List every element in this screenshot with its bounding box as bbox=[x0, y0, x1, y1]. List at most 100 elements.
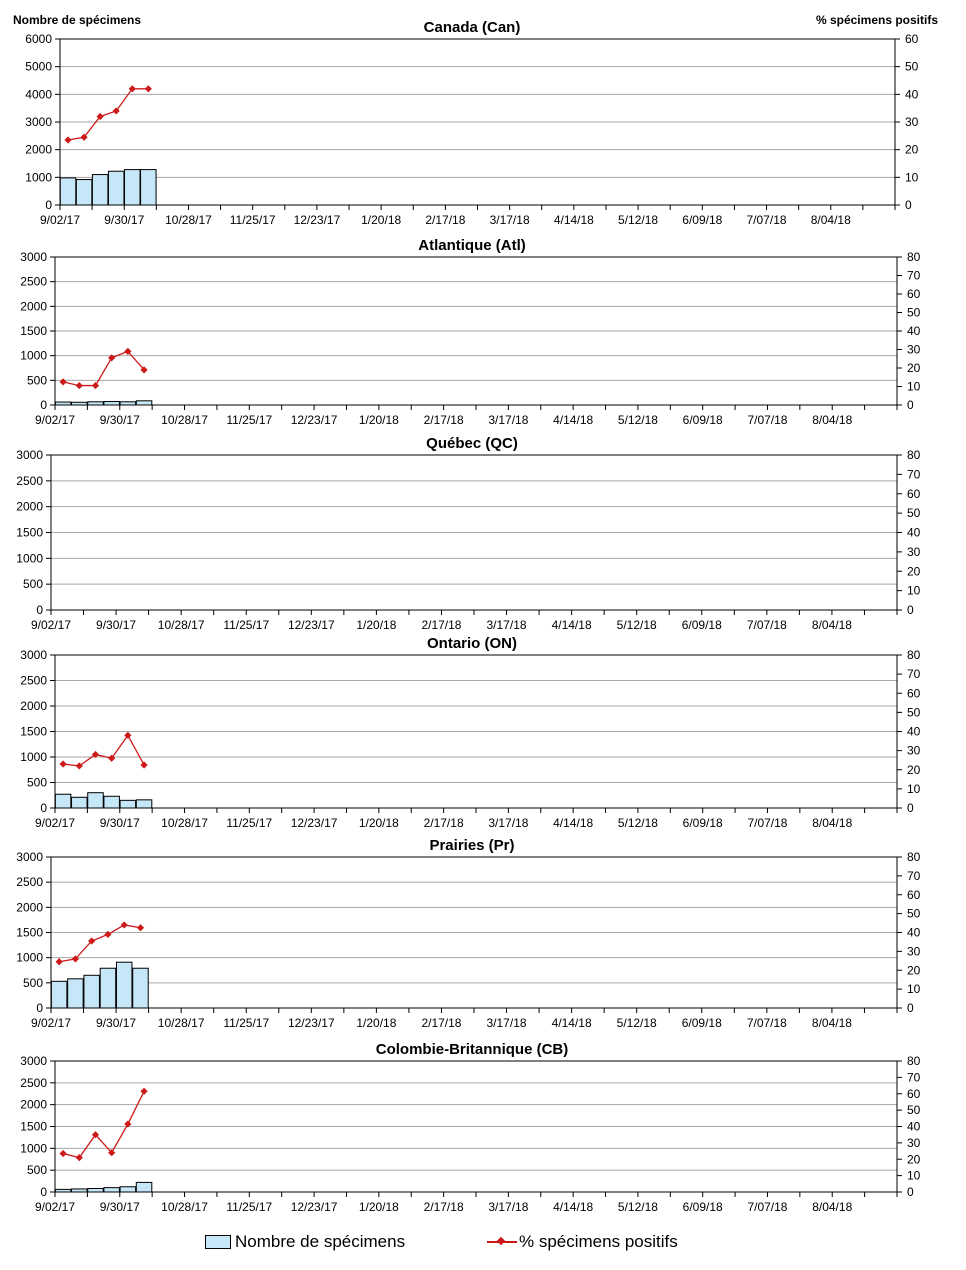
right-tick-label: 60 bbox=[907, 888, 921, 902]
left-tick-label: 1000 bbox=[20, 750, 47, 764]
line-marker bbox=[124, 731, 132, 739]
panel-title: Ontario (ON) bbox=[427, 635, 517, 652]
x-tick-label: 9/02/17 bbox=[40, 213, 80, 227]
series-line bbox=[67, 88, 149, 141]
x-tick-label: 3/17/18 bbox=[490, 213, 530, 227]
x-tick-label: 9/30/17 bbox=[104, 213, 144, 227]
left-tick-label: 500 bbox=[27, 373, 47, 387]
left-tick-label: 2500 bbox=[20, 275, 47, 289]
bar bbox=[54, 793, 72, 809]
x-tick-label: 10/28/17 bbox=[161, 413, 208, 427]
left-tick-label: 1000 bbox=[20, 1141, 47, 1155]
left-tick-label: 2500 bbox=[20, 674, 47, 688]
x-tick-label: 1/20/18 bbox=[359, 413, 399, 427]
x-tick-label: 2/17/18 bbox=[421, 1016, 461, 1030]
right-tick-label: 80 bbox=[907, 1054, 921, 1068]
x-tick-label: 2/17/18 bbox=[424, 1200, 464, 1214]
x-tick-label: 7/07/18 bbox=[747, 618, 787, 632]
x-tick-label: 7/07/18 bbox=[747, 413, 787, 427]
bar bbox=[91, 174, 109, 206]
right-tick-label: 0 bbox=[907, 1185, 914, 1199]
line-marker bbox=[108, 354, 116, 362]
right-tick-label: 50 bbox=[907, 1103, 921, 1117]
right-tick-label: 50 bbox=[907, 506, 921, 520]
x-tick-label: 4/14/18 bbox=[553, 1200, 593, 1214]
x-tick-label: 11/25/17 bbox=[223, 1016, 269, 1030]
x-tick-label: 5/12/18 bbox=[617, 1016, 657, 1030]
right-tick-label: 20 bbox=[907, 1152, 921, 1166]
x-tick-label: 5/12/18 bbox=[617, 618, 657, 632]
left-tick-label: 0 bbox=[40, 1185, 47, 1199]
left-tick-label: 1000 bbox=[16, 951, 43, 965]
line-marker bbox=[136, 924, 145, 932]
line-marker bbox=[71, 955, 80, 963]
bar bbox=[71, 1188, 88, 1193]
left-tick-label: 0 bbox=[36, 1001, 43, 1015]
chart-panel-1: 0 1000 2000 3000 4000 5000 6000 0 10 20 30 40 50 60 9/… bbox=[25, 19, 918, 227]
legend-line-swatch bbox=[487, 1235, 517, 1249]
x-tick-label: 11/25/17 bbox=[226, 816, 272, 830]
left-tick-label: 5000 bbox=[25, 60, 52, 74]
right-tick-label: 20 bbox=[907, 361, 921, 375]
right-tick-label: 40 bbox=[905, 87, 919, 101]
x-tick-label: 12/23/17 bbox=[288, 1016, 335, 1030]
line-marker bbox=[140, 1087, 148, 1095]
x-tick-label: 6/09/18 bbox=[683, 1200, 723, 1214]
bar bbox=[107, 170, 125, 206]
right-tick-label: 10 bbox=[905, 170, 919, 184]
bar bbox=[83, 974, 100, 1009]
x-tick-label: 4/14/18 bbox=[553, 413, 593, 427]
x-tick-label: 12/23/17 bbox=[294, 213, 341, 227]
right-tick-label: 40 bbox=[907, 324, 921, 338]
series-line bbox=[62, 1091, 145, 1159]
x-tick-label: 1/20/18 bbox=[356, 618, 396, 632]
right-tick-label: 30 bbox=[905, 115, 919, 129]
left-tick-label: 3000 bbox=[20, 1054, 47, 1068]
bar bbox=[103, 795, 120, 809]
legend-line-label: % spécimens positifs bbox=[519, 1232, 678, 1251]
x-tick-label: 6/09/18 bbox=[682, 1016, 722, 1030]
line-marker bbox=[55, 958, 63, 966]
line-marker bbox=[128, 85, 136, 93]
bar bbox=[59, 177, 77, 206]
bar bbox=[87, 792, 104, 809]
x-tick-label: 3/17/18 bbox=[487, 1016, 527, 1030]
left-tick-label: 3000 bbox=[16, 448, 43, 462]
x-tick-label: 1/20/18 bbox=[359, 816, 399, 830]
right-tick-label: 50 bbox=[907, 306, 921, 320]
bar bbox=[50, 980, 68, 1009]
left-tick-label: 1000 bbox=[20, 349, 47, 363]
x-tick-label: 2/17/18 bbox=[424, 413, 464, 427]
x-tick-label: 11/25/17 bbox=[226, 413, 272, 427]
panel-title: Prairies (Pr) bbox=[429, 837, 514, 854]
x-tick-label: 2/17/18 bbox=[425, 213, 465, 227]
right-tick-label: 20 bbox=[907, 763, 921, 777]
right-tick-label: 70 bbox=[907, 869, 921, 883]
legend-item-line: % spécimens positifs bbox=[487, 1232, 678, 1252]
x-tick-label: 7/07/18 bbox=[747, 1016, 787, 1030]
x-tick-label: 8/04/18 bbox=[812, 816, 852, 830]
right-tick-label: 0 bbox=[907, 801, 914, 815]
left-tick-label: 1500 bbox=[20, 1120, 47, 1134]
line-marker bbox=[91, 381, 100, 390]
right-tick-label: 10 bbox=[907, 1169, 921, 1183]
x-tick-label: 5/12/18 bbox=[618, 213, 658, 227]
x-tick-label: 10/28/17 bbox=[165, 213, 212, 227]
left-tick-label: 500 bbox=[27, 776, 47, 790]
right-tick-label: 50 bbox=[907, 705, 921, 719]
bar bbox=[103, 401, 120, 406]
right-tick-label: 80 bbox=[907, 250, 921, 264]
left-tick-label: 3000 bbox=[20, 250, 47, 264]
left-tick-label: 0 bbox=[40, 398, 47, 412]
left-tick-label: 2500 bbox=[16, 875, 43, 889]
left-tick-label: 2500 bbox=[16, 474, 43, 488]
left-tick-label: 2000 bbox=[16, 500, 43, 514]
x-tick-label: 8/04/18 bbox=[812, 618, 852, 632]
x-tick-label: 4/14/18 bbox=[554, 213, 594, 227]
bar bbox=[103, 1187, 120, 1193]
right-tick-label: 0 bbox=[907, 398, 914, 412]
bar bbox=[54, 401, 72, 406]
right-tick-label: 40 bbox=[907, 725, 921, 739]
line-marker bbox=[80, 133, 88, 141]
